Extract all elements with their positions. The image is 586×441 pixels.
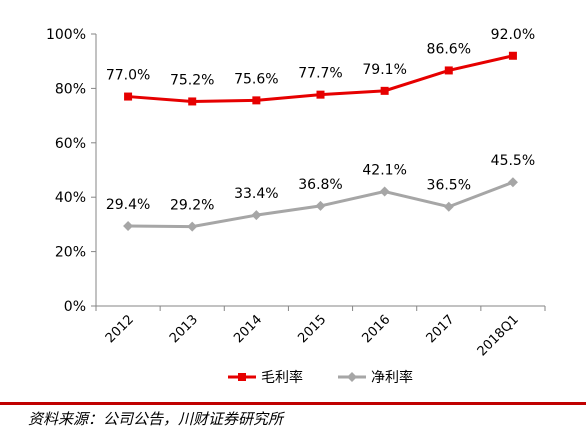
x-tick-label: 2015 bbox=[295, 312, 329, 346]
data-label: 79.1% bbox=[362, 62, 406, 78]
data-point bbox=[123, 221, 134, 232]
data-point bbox=[379, 186, 390, 197]
x-tick-label: 2013 bbox=[167, 312, 201, 346]
data-label: 36.8% bbox=[298, 177, 342, 193]
data-label: 77.0% bbox=[106, 68, 150, 84]
data-label: 33.4% bbox=[234, 186, 278, 202]
data-point bbox=[187, 221, 198, 232]
data-label: 75.6% bbox=[234, 71, 278, 87]
y-tick-label: 0% bbox=[64, 299, 86, 315]
data-label: 36.5% bbox=[427, 178, 471, 194]
legend-marker bbox=[347, 372, 357, 382]
data-point bbox=[124, 92, 133, 101]
footer-rule bbox=[0, 402, 586, 405]
y-tick-label: 40% bbox=[55, 190, 86, 206]
y-tick-label: 80% bbox=[55, 81, 86, 97]
data-point bbox=[251, 210, 262, 221]
data-label: 77.7% bbox=[298, 66, 342, 82]
data-point bbox=[315, 200, 326, 211]
x-tick-label: 2016 bbox=[359, 312, 393, 346]
data-point bbox=[380, 86, 389, 95]
data-point bbox=[507, 177, 518, 188]
x-tick-label: 2018Q1 bbox=[475, 312, 522, 359]
data-point bbox=[508, 51, 517, 60]
data-label: 29.2% bbox=[170, 198, 214, 214]
data-label: 92.0% bbox=[491, 27, 535, 43]
y-tick-label: 60% bbox=[55, 136, 86, 152]
data-label: 86.6% bbox=[427, 41, 471, 57]
x-tick-label: 2012 bbox=[103, 312, 137, 346]
x-tick-label: 2017 bbox=[424, 312, 458, 346]
data-label: 45.5% bbox=[491, 153, 535, 169]
data-label: 75.2% bbox=[170, 72, 214, 88]
y-tick-label: 100% bbox=[46, 27, 86, 43]
y-tick-label: 20% bbox=[55, 245, 86, 261]
source-note: 资料来源：公司公告，川财证券研究所 bbox=[28, 410, 284, 428]
data-point bbox=[443, 201, 454, 212]
data-label: 42.1% bbox=[362, 162, 406, 178]
data-point bbox=[444, 66, 453, 75]
data-point bbox=[316, 90, 325, 99]
legend-marker bbox=[238, 373, 246, 381]
legend-label: 毛利率 bbox=[261, 369, 303, 386]
data-label: 29.4% bbox=[106, 197, 150, 213]
x-tick-label: 2014 bbox=[231, 312, 265, 346]
legend-label: 净利率 bbox=[371, 369, 413, 386]
data-point bbox=[252, 96, 261, 105]
data-point bbox=[188, 97, 197, 106]
